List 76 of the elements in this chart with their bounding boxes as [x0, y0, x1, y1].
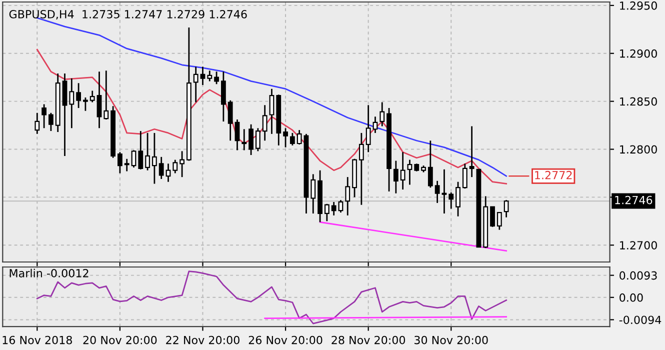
x-tick-label: 22 Nov 20:00 — [166, 336, 240, 344]
candlestick — [207, 70, 212, 82]
candlestick — [228, 100, 233, 142]
candlestick — [172, 159, 178, 174]
candlestick — [496, 212, 502, 230]
y-tick-label: 1.2950 — [620, 1, 657, 10]
candlestick — [428, 140, 433, 188]
candlestick — [104, 70, 109, 120]
ref-line-label: 1.2746 — [615, 196, 652, 204]
candlestick — [69, 78, 74, 129]
candlestick — [442, 168, 447, 214]
candlestick — [83, 96, 88, 112]
candlestick — [262, 104, 268, 142]
candlestick — [456, 181, 460, 218]
candlestick — [380, 102, 385, 127]
candlestick — [124, 158, 130, 172]
line-series — [36, 48, 508, 184]
candlestick — [255, 127, 260, 152]
text: GBPUSD,H4 1.2735 1.2747 1.2729 1.2746 — [9, 10, 247, 20]
candlestick — [62, 72, 68, 157]
y-tick-label: 0.0093 — [620, 271, 657, 280]
candlestick — [372, 116, 378, 134]
candlestick — [469, 126, 474, 178]
candlestick — [166, 162, 171, 183]
candlestick — [504, 199, 509, 218]
candlestick — [138, 130, 144, 170]
x-tick-label: 16 Nov 2018 — [2, 336, 72, 344]
x-tick-label: 30 Nov 20:00 — [414, 336, 488, 344]
candlestick — [490, 206, 495, 228]
candlestick — [393, 160, 398, 194]
y-tick-label: 1.2700 — [620, 241, 657, 250]
candlestick — [48, 112, 54, 132]
candlestick — [180, 150, 184, 178]
y-tick-label: 1.2900 — [620, 49, 657, 58]
candlestick — [34, 112, 40, 135]
candlestick — [324, 203, 330, 222]
candlestick — [234, 118, 240, 151]
candlestick — [331, 201, 336, 216]
candlestick — [42, 104, 47, 129]
candlestick — [117, 151, 122, 174]
candlestick — [269, 88, 274, 135]
candlestick — [366, 104, 371, 153]
candlestick — [242, 128, 247, 151]
text: 1.2772 — [535, 170, 572, 180]
x-tick-label: 26 Nov 20:00 — [248, 336, 322, 344]
candlestick — [220, 70, 226, 122]
chart-title: Marlin -0.0012 — [10, 268, 88, 278]
candlestick — [290, 132, 295, 146]
candlestick — [248, 124, 254, 156]
candlestick — [76, 82, 82, 109]
candlestick — [407, 159, 412, 186]
candlestick — [296, 129, 302, 146]
candlestick — [310, 173, 316, 214]
candlestick — [96, 70, 102, 129]
candlestick — [145, 132, 150, 172]
candlestick — [358, 132, 364, 206]
x-tick-label: 20 Nov 20:00 — [83, 336, 157, 344]
candlestick — [400, 151, 406, 190]
candlestick — [152, 132, 157, 184]
candlestick — [283, 127, 288, 148]
candlestick — [462, 162, 468, 190]
candlestick — [214, 70, 219, 85]
candlestick — [434, 180, 440, 204]
candlestick — [193, 66, 198, 103]
candlestick — [200, 66, 206, 86]
candlestick — [158, 156, 164, 180]
candlestick — [345, 176, 350, 216]
candlestick — [90, 90, 95, 103]
x-tick-label: 28 Nov 20:00 — [332, 336, 406, 344]
y-tick-label: -0.0094 — [619, 316, 662, 324]
y-tick-label: 1.2800 — [620, 145, 657, 154]
candlestick — [448, 192, 454, 210]
candlestick — [131, 150, 136, 168]
candlestick — [338, 199, 344, 214]
y-tick-label: 1.2850 — [620, 97, 657, 106]
y-tick-label: 0.00 — [620, 293, 643, 302]
